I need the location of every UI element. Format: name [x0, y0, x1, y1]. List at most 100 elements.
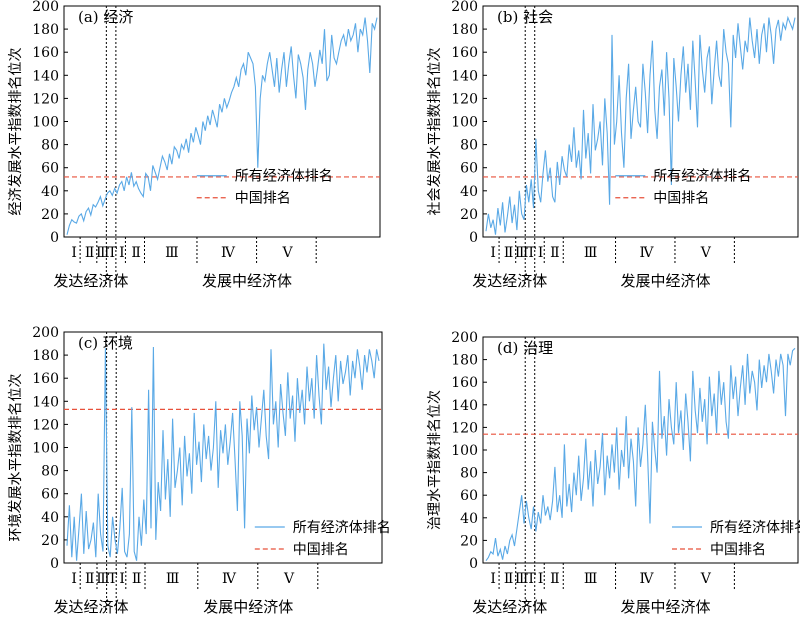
- group-label-developing: 发展中经济体: [620, 598, 710, 616]
- stage-label: Ⅴ: [283, 571, 295, 587]
- y-tick-label: 100: [32, 441, 59, 457]
- y-tick-label: 0: [50, 230, 59, 246]
- y-tick-label: 20: [41, 207, 59, 223]
- y-tick-label: 180: [451, 353, 478, 369]
- group-label-developing: 发展中经济体: [202, 272, 292, 290]
- stage-label: Ⅲ: [515, 245, 529, 261]
- chart-panel-2: 0 20 40 60 80 100 120 140 160 180 200 社会发展水平指数排名位次 (…: [427, 0, 799, 290]
- stage-label: Ⅴ: [700, 245, 712, 261]
- group-label-developed: 发达经济体: [53, 272, 128, 290]
- y-tick-label: 140: [32, 394, 59, 410]
- y-tick-label: 100: [451, 443, 478, 459]
- legend-label-series: 所有经济体排名: [710, 520, 800, 536]
- series-line-all-economies: [485, 347, 796, 562]
- y-tick-label: 0: [469, 556, 478, 572]
- stage-label: Ⅳ: [221, 245, 236, 261]
- legend-label-china: 中国排名: [653, 191, 709, 207]
- stage-label: Ⅰ: [119, 571, 125, 587]
- group-label-developed: 发达经济体: [53, 598, 128, 616]
- stage-label: T: [108, 245, 118, 261]
- panel-title: (d) 治理: [497, 339, 553, 357]
- y-tick-label: 80: [460, 138, 478, 154]
- y-tick-label: 60: [41, 487, 59, 503]
- stage-label: Ⅱ: [132, 571, 142, 587]
- stage-label: Ⅴ: [282, 245, 294, 261]
- stage-label: Ⅰ: [71, 571, 77, 587]
- y-axis-label: 经济发展水平指数排名位次: [8, 48, 24, 216]
- stage-label: Ⅰ: [490, 571, 496, 587]
- stage-label: Ⅱ: [550, 571, 560, 587]
- stage-label: Ⅰ: [538, 245, 544, 261]
- y-axis-label: 环境发展水平指数排名位次: [8, 374, 24, 542]
- panel-title: (b) 社会: [497, 8, 553, 26]
- y-tick-label: 200: [451, 330, 478, 346]
- stage-label: Ⅱ: [131, 245, 141, 261]
- y-tick-label: 160: [32, 45, 59, 61]
- chart-panel-1: 0 20 40 60 80 100 120 140 160 180 200 经济发展水平指数排名位次 (…: [8, 0, 381, 290]
- y-tick-label: 180: [451, 22, 478, 38]
- y-tick-label: 60: [460, 488, 478, 504]
- stage-label: Ⅱ: [504, 245, 514, 261]
- stage-label: Ⅳ: [222, 571, 237, 587]
- stage-label: Ⅱ: [550, 245, 560, 261]
- series-line-all-economies: [66, 17, 378, 235]
- y-tick-label: 180: [32, 348, 59, 364]
- y-tick-label: 200: [451, 0, 478, 15]
- stage-label: T: [526, 571, 536, 587]
- series-line-all-economies: [66, 343, 380, 561]
- y-tick-label: 20: [460, 533, 478, 549]
- y-tick-label: 40: [41, 510, 59, 526]
- stage-label: Ⅰ: [71, 245, 77, 261]
- stage-label: Ⅰ: [490, 245, 496, 261]
- chart-panel-3: 0 20 40 60 80 100 120 140 160 180 200 环境发展水平指数排名位次 (…: [8, 325, 391, 616]
- series-line-all-economies: [485, 15, 796, 235]
- legend-label-series: 所有经济体排名: [235, 169, 333, 185]
- y-tick-label: 0: [469, 230, 478, 246]
- y-tick-label: 80: [41, 464, 59, 480]
- stage-label: Ⅴ: [700, 571, 712, 587]
- y-tick-label: 160: [451, 45, 478, 61]
- y-tick-label: 20: [460, 207, 478, 223]
- y-tick-label: 160: [32, 371, 59, 387]
- stage-label: Ⅰ: [538, 571, 544, 587]
- y-tick-label: 60: [41, 161, 59, 177]
- y-tick-label: 20: [41, 533, 59, 549]
- y-tick-label: 200: [32, 0, 59, 15]
- y-tick-label: 40: [41, 184, 59, 200]
- stage-label: T: [108, 571, 118, 587]
- y-tick-label: 140: [451, 398, 478, 414]
- stage-label: Ⅳ: [639, 245, 654, 261]
- y-tick-label: 120: [451, 91, 478, 107]
- stage-label: Ⅳ: [639, 571, 654, 587]
- legend-label-series: 所有经济体排名: [293, 520, 391, 536]
- panel-title: (c) 环境: [78, 334, 133, 352]
- y-tick-label: 180: [32, 22, 59, 38]
- stage-label: Ⅲ: [584, 245, 598, 261]
- stage-label: Ⅰ: [119, 245, 125, 261]
- chart-panel-4: 0 20 40 60 80 100 120 140 160 180 200 治理水平指数排名位次 (d)…: [427, 330, 800, 616]
- group-label-developed: 发达经济体: [472, 598, 547, 616]
- stage-label: Ⅲ: [584, 571, 598, 587]
- group-label-developed: 发达经济体: [472, 272, 547, 290]
- stage-label: Ⅲ: [166, 571, 180, 587]
- stage-label: Ⅲ: [165, 245, 179, 261]
- group-label-developing: 发展中经济体: [620, 272, 710, 290]
- stage-label: Ⅱ: [504, 571, 514, 587]
- y-tick-label: 40: [460, 184, 478, 200]
- y-tick-label: 100: [32, 115, 59, 131]
- y-tick-label: 80: [41, 138, 59, 154]
- legend-label-series: 所有经济体排名: [653, 169, 751, 185]
- stage-label: Ⅱ: [85, 245, 95, 261]
- y-tick-label: 200: [32, 325, 59, 341]
- legend-label-china: 中国排名: [235, 191, 291, 207]
- y-tick-label: 120: [32, 417, 59, 433]
- y-tick-label: 0: [50, 556, 59, 572]
- legend-label-china: 中国排名: [710, 542, 766, 558]
- y-tick-label: 140: [32, 68, 59, 84]
- stage-label: T: [526, 245, 536, 261]
- legend-label-china: 中国排名: [293, 542, 349, 558]
- panel-title: (a) 经济: [78, 8, 133, 26]
- stage-label: Ⅲ: [515, 571, 529, 587]
- stage-label: Ⅲ: [96, 571, 110, 587]
